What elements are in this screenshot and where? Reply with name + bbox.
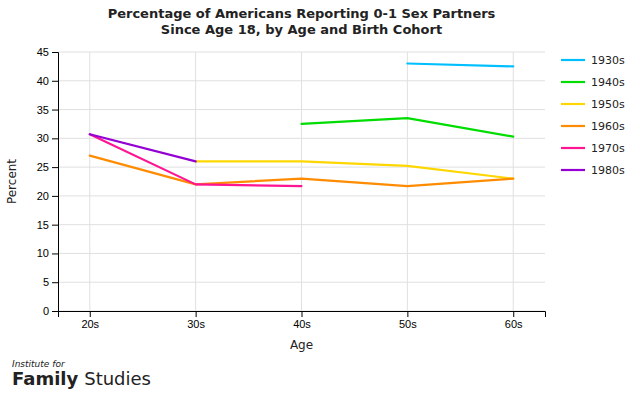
y-tick: 20 [37, 190, 58, 202]
legend-swatch [561, 169, 585, 171]
y-tick-label: 5 [43, 276, 49, 288]
y-tick: 45 [37, 46, 58, 58]
watermark-text: Family [12, 368, 78, 389]
y-tick: 0 [43, 305, 58, 317]
legend-item: 1970s [561, 142, 625, 155]
legend: 1930s 1940s 1950s 1960s 1970s 1980s [561, 54, 625, 177]
y-tick-label: 25 [37, 161, 49, 173]
y-tick-mark [52, 81, 58, 82]
x-axis-line [59, 312, 546, 318]
legend-swatch [561, 103, 585, 105]
series-line [302, 118, 514, 136]
series-line [90, 134, 196, 161]
plot-area: 20s 30s 40s 50s 60s 0 5 10 15 20 25 30 35 40 45 [37, 46, 546, 330]
legend-item: 1960s [561, 120, 625, 133]
y-tick-label: 40 [37, 75, 49, 87]
y-tick: 35 [37, 104, 58, 116]
legend-item: 1950s [561, 98, 625, 111]
chart: 20s 30s 40s 50s 60s 0 5 10 15 20 25 30 35 40 45 Percent… [0, 0, 640, 393]
y-tick-label: 10 [37, 247, 49, 259]
x-tick-mark [407, 311, 408, 317]
x-tick: 50s [399, 311, 417, 330]
y-tick-mark [52, 282, 58, 283]
x-tick-mark [513, 311, 514, 317]
legend-label: 1960s [591, 120, 625, 133]
legend-label: 1950s [591, 98, 625, 111]
y-tick-mark [52, 110, 58, 111]
y-tick-mark [52, 52, 58, 53]
y-tick-mark [52, 253, 58, 254]
legend-label: 1980s [591, 164, 625, 177]
y-tick-label: 15 [37, 219, 49, 231]
watermark: Institute forFamilyStudies [12, 359, 151, 389]
legend-label: 1970s [591, 142, 625, 155]
y-axis-line [52, 53, 59, 312]
y-tick-mark [52, 138, 58, 139]
y-tick-label: 30 [37, 132, 49, 144]
grid-line-x [407, 52, 408, 311]
legend-swatch [561, 81, 585, 83]
grid-line-x [195, 52, 196, 311]
series-line [90, 134, 302, 186]
x-tick-mark [302, 311, 303, 317]
series-line [196, 161, 514, 178]
x-tick-label: 20s [81, 318, 99, 330]
x-tick-mark [196, 311, 197, 317]
legend-item: 1940s [561, 76, 625, 89]
legend-item: 1930s [561, 54, 625, 67]
y-tick-mark [52, 167, 58, 168]
grid-line-x [89, 52, 90, 311]
y-axis: 0 5 10 15 20 25 30 35 40 45 [37, 46, 59, 317]
x-tick-label: 60s [505, 318, 523, 330]
y-axis-title: Percent [5, 159, 19, 204]
watermark-text: Studies [84, 368, 151, 389]
lines [90, 64, 513, 187]
y-tick: 10 [37, 247, 58, 259]
title: Percentage of Americans Reporting 0-1 Se… [108, 6, 496, 37]
y-tick-label: 0 [43, 305, 49, 317]
x-axis: 20s 30s 40s 50s 60s [59, 311, 546, 330]
x-tick: 20s [81, 311, 99, 330]
y-tick-mark [52, 196, 58, 197]
y-tick-mark [52, 311, 58, 312]
y-tick-mark [52, 225, 58, 226]
y-tick: 25 [37, 161, 58, 173]
series-line [90, 156, 513, 187]
legend-swatch [561, 59, 585, 61]
x-tick-label: 30s [187, 318, 205, 330]
y-tick-label: 20 [37, 190, 49, 202]
legend-swatch [561, 147, 585, 149]
x-tick-mark [90, 311, 91, 317]
x-tick-label: 50s [399, 318, 417, 330]
y-tick: 15 [37, 219, 58, 231]
x-tick-label: 40s [293, 318, 311, 330]
y-tick: 5 [43, 276, 58, 288]
x-axis-title: Age [290, 338, 313, 352]
legend-label: 1940s [591, 76, 625, 89]
grid-line-x [301, 52, 302, 311]
x-tick: 60s [505, 311, 523, 330]
y-tick: 30 [37, 132, 58, 144]
x-tick: 40s [293, 311, 311, 330]
y-tick: 40 [37, 75, 58, 87]
legend-item: 1980s [561, 164, 625, 177]
y-tick-label: 45 [37, 46, 49, 58]
series-line [407, 64, 513, 67]
legend-label: 1930s [591, 54, 625, 67]
grid [58, 52, 545, 311]
legend-swatch [561, 125, 585, 127]
x-tick: 30s [187, 311, 205, 330]
grid-line-x [513, 52, 514, 311]
y-tick-label: 35 [37, 104, 49, 116]
